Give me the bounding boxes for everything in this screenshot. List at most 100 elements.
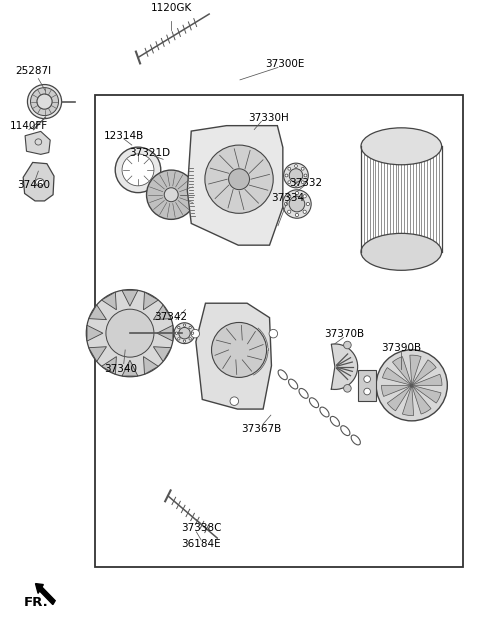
Ellipse shape [284,203,288,206]
Ellipse shape [283,190,311,218]
Ellipse shape [344,342,351,349]
Ellipse shape [285,174,288,177]
Ellipse shape [289,196,305,212]
Ellipse shape [289,169,303,182]
Ellipse shape [230,397,239,406]
Ellipse shape [178,338,180,340]
Text: 36184E: 36184E [181,539,221,549]
Text: 37340: 37340 [104,364,137,374]
Ellipse shape [192,332,194,335]
Polygon shape [154,305,171,320]
Ellipse shape [303,210,306,213]
Polygon shape [412,374,442,386]
Ellipse shape [189,326,192,329]
Ellipse shape [304,174,307,177]
Ellipse shape [228,169,250,189]
Ellipse shape [191,330,200,338]
Polygon shape [410,355,421,386]
Ellipse shape [301,181,304,184]
Ellipse shape [364,388,371,395]
Text: 37338C: 37338C [181,523,221,533]
Polygon shape [393,357,412,386]
Ellipse shape [295,213,299,216]
Text: 37367B: 37367B [241,424,281,434]
Ellipse shape [361,233,442,270]
Ellipse shape [288,210,291,213]
Ellipse shape [205,145,273,213]
Polygon shape [331,344,358,389]
Polygon shape [102,357,116,374]
Ellipse shape [306,203,310,206]
Text: 25287I: 25287I [15,65,52,75]
Polygon shape [89,305,107,320]
Bar [96,96,463,567]
Ellipse shape [295,191,299,195]
Polygon shape [89,347,107,362]
Polygon shape [122,360,138,376]
Polygon shape [25,131,50,154]
Ellipse shape [288,167,291,170]
Polygon shape [122,291,138,306]
Ellipse shape [179,328,190,339]
Polygon shape [412,360,436,386]
Ellipse shape [376,350,447,421]
Polygon shape [157,325,173,341]
Ellipse shape [295,165,298,167]
Ellipse shape [164,187,178,202]
Ellipse shape [27,84,61,119]
Polygon shape [196,303,272,409]
Polygon shape [187,126,283,245]
Ellipse shape [364,376,371,382]
Ellipse shape [37,94,52,109]
Polygon shape [144,292,158,309]
Text: 37370B: 37370B [324,330,364,340]
Ellipse shape [174,323,195,343]
Ellipse shape [183,340,186,342]
Polygon shape [87,325,103,341]
Ellipse shape [284,163,308,188]
Ellipse shape [122,154,154,186]
Polygon shape [383,367,412,386]
Ellipse shape [212,323,266,377]
Text: 37342: 37342 [155,312,188,322]
Ellipse shape [288,194,291,198]
FancyArrow shape [36,584,55,604]
Ellipse shape [183,324,186,326]
Ellipse shape [115,147,161,192]
Ellipse shape [361,128,442,165]
Ellipse shape [178,326,180,329]
Polygon shape [102,292,116,309]
Ellipse shape [106,309,154,357]
Polygon shape [144,357,158,374]
Ellipse shape [86,289,174,377]
Ellipse shape [288,181,291,184]
Text: 37321D: 37321D [129,148,170,158]
Text: 1140FF: 1140FF [10,121,48,131]
Polygon shape [23,162,54,201]
Ellipse shape [175,332,178,335]
Ellipse shape [344,384,351,392]
Text: 37334: 37334 [271,193,304,203]
Text: 37460: 37460 [17,181,50,191]
Polygon shape [154,347,171,362]
Text: 37390B: 37390B [381,343,421,353]
Ellipse shape [303,194,306,198]
Ellipse shape [31,87,59,116]
Text: 12314B: 12314B [104,131,144,141]
Ellipse shape [301,167,304,170]
Ellipse shape [189,338,192,340]
Text: 1120GK: 1120GK [151,4,192,13]
Polygon shape [412,386,441,403]
Ellipse shape [36,179,44,186]
Ellipse shape [146,170,196,220]
Polygon shape [387,386,412,411]
Polygon shape [382,386,412,396]
Polygon shape [412,386,431,414]
Polygon shape [402,386,414,416]
Text: 37330H: 37330H [248,113,289,123]
Ellipse shape [295,184,298,186]
Text: 37300E: 37300E [265,59,305,69]
Text: FR.: FR. [24,596,49,609]
Text: 37332: 37332 [289,178,322,188]
Ellipse shape [269,330,277,338]
